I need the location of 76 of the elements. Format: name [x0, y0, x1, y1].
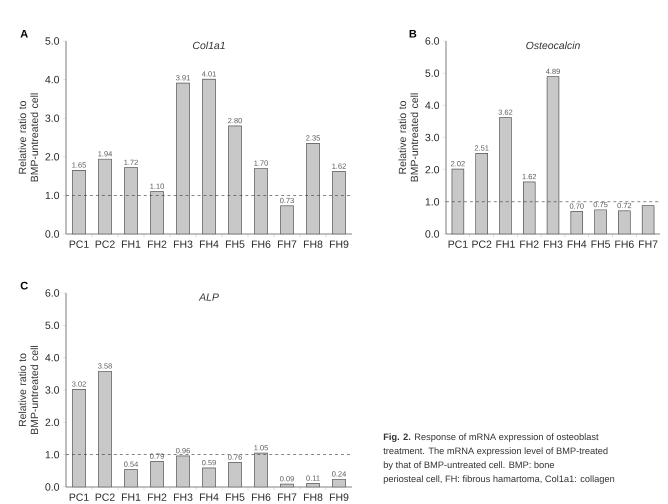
chart-title: Osteocalcin [526, 41, 580, 50]
x-tick-label: FH6 [252, 493, 270, 501]
x-tick-label: FH3 [174, 493, 192, 501]
y-tick-label: 4.0 [425, 102, 440, 109]
x-tick-label: FH6 [615, 240, 634, 248]
y-tick-label: 2.0 [45, 418, 60, 426]
bar [124, 469, 138, 488]
y-tick-label: 3.0 [45, 386, 60, 394]
x-tick-label: FH1 [122, 240, 140, 248]
y-tick-label: 1.0 [426, 198, 440, 206]
x-tick-label: FH7 [278, 493, 296, 501]
y-axis-title: Relative ratio to BMP-untreated cell [398, 93, 418, 182]
y-axis-title: Relative ratio to BMP-untreated cell [18, 93, 38, 182]
x-tick-label: PC2 [96, 493, 115, 501]
bar [280, 484, 294, 488]
y-tick-label: 4.0 [45, 354, 60, 362]
chart-title: ALP [198, 293, 219, 301]
text: Fig. 2. Response of mRNA expression of osteoblast [384, 433, 599, 442]
text: periosteal cell, FH: fibrous hamartoma, Col1a1: collagen [384, 475, 614, 484]
chart-title: Col1a1 [193, 41, 225, 50]
y-tick-label: 6.0 [425, 37, 440, 45]
x-tick-label: FH2 [520, 240, 539, 248]
x-tick-label: FH2 [148, 240, 166, 248]
x-tick-label: PC2 [472, 240, 492, 248]
text: by that of BMP-untreated cell. BMP: bone [384, 461, 554, 470]
bar [594, 209, 607, 234]
x-tick-label: PC1 [70, 240, 89, 248]
bar [306, 483, 320, 488]
y-tick-label: 6.0 [45, 289, 60, 297]
x-tick-label: FH3 [174, 240, 192, 248]
bar [570, 211, 584, 234]
y-tick-label: 3.0 [425, 134, 440, 142]
bar [332, 478, 346, 488]
x-tick-label: FH8 [304, 240, 322, 248]
x-tick-label: FH8 [304, 493, 322, 501]
x-tick-label: FH6 [252, 240, 270, 248]
x-tick-label: FH1 [122, 493, 140, 501]
x-tick-label: FH9 [330, 493, 348, 501]
x-tick-label: FH5 [592, 240, 610, 248]
bar [228, 462, 242, 488]
y-tick-label: 5.0 [45, 37, 60, 45]
bar [642, 205, 654, 234]
y-axis-title: Relative ratio to BMP-untreated cell [18, 346, 38, 434]
y-tick-label: 4.0 [45, 76, 60, 84]
text: B [410, 30, 416, 38]
y-tick-label: 5.0 [425, 69, 440, 77]
y-tick-label: 3.0 [45, 114, 60, 122]
y-tick-label: 1.0 [46, 192, 60, 199]
text: C [20, 282, 28, 290]
bar [618, 210, 631, 234]
x-tick-label: FH4 [200, 493, 219, 501]
x-tick-label: FH2 [148, 493, 166, 501]
x-tick-label: FH5 [226, 240, 244, 248]
y-tick-label: 2.0 [45, 152, 60, 160]
x-tick-label: FH1 [496, 240, 515, 248]
x-tick-label: PC1 [448, 240, 468, 248]
bar [280, 205, 294, 234]
y-tick-label: 1.0 [46, 450, 60, 458]
x-tick-label: PC2 [96, 240, 115, 248]
y-tick-label: 0.0 [45, 230, 60, 238]
y-tick-label: 0.0 [425, 230, 440, 238]
bar [150, 461, 164, 488]
x-tick-label: FH3 [544, 240, 562, 248]
bar [202, 468, 216, 488]
x-tick-label: FH9 [330, 240, 348, 248]
y-tick-label: 0.0 [45, 483, 60, 491]
x-tick-label: FH4 [568, 240, 586, 248]
y-tick-label: 2.0 [425, 166, 440, 174]
x-tick-label: FH5 [226, 493, 244, 501]
x-tick-label: FH4 [200, 240, 219, 248]
x-tick-label: FH7 [639, 240, 658, 248]
x-tick-label: FH7 [278, 240, 296, 248]
text: A [20, 30, 28, 38]
y-tick-label: 5.0 [45, 322, 60, 329]
text: treatment. The mRNA expression level of BMP-treated [383, 447, 608, 456]
x-tick-label: PC1 [70, 493, 89, 501]
